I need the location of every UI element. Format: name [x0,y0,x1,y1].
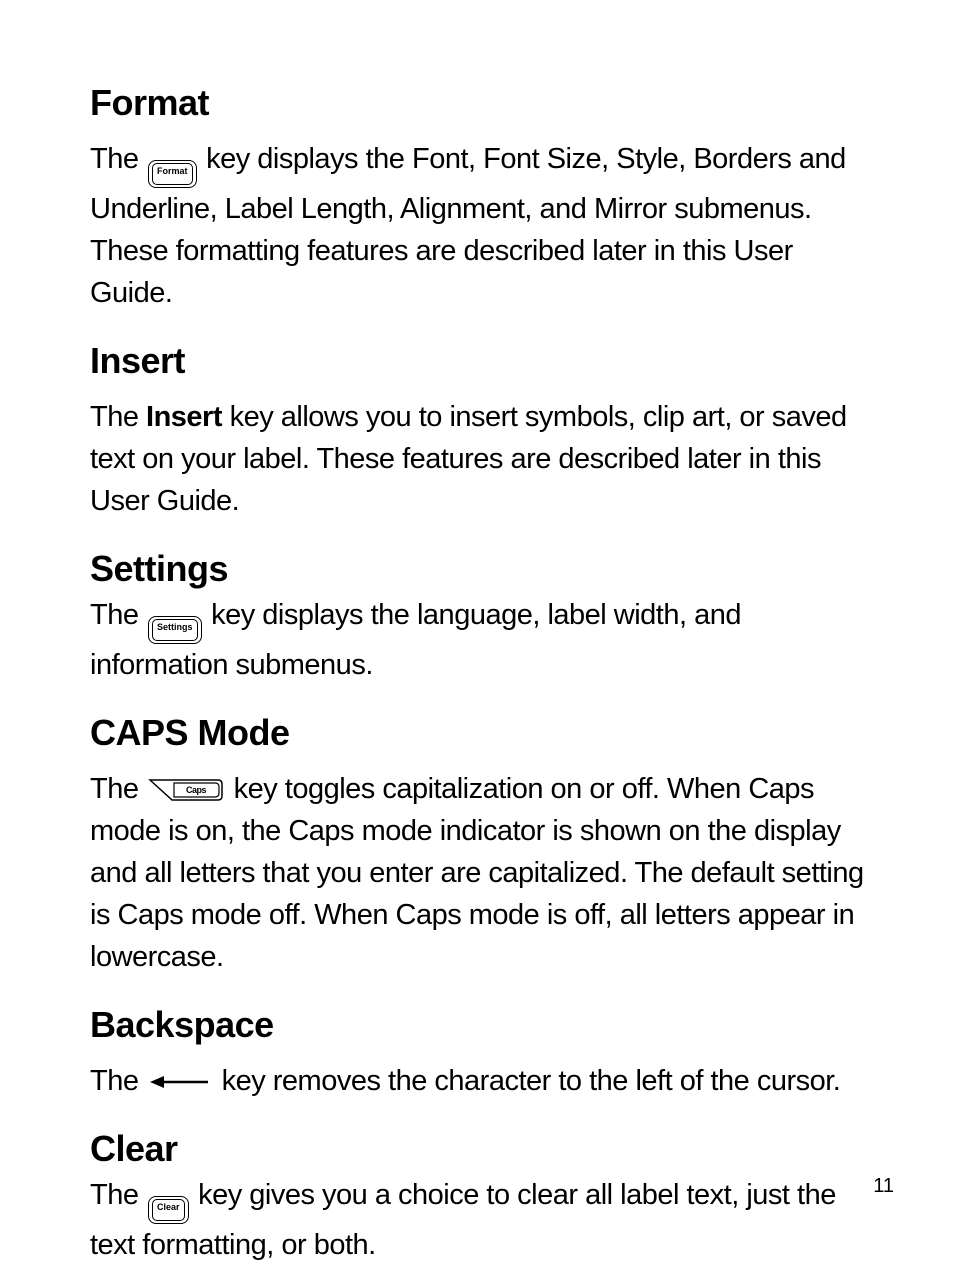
text: The [90,599,146,631]
heading-backspace: Backspace [90,1004,872,1046]
text: key toggles capitalization on or off. Wh… [90,773,864,973]
heading-clear: Clear [90,1128,872,1170]
paragraph-backspace: The key removes the character to the lef… [90,1060,872,1102]
paragraph-format: The Format key displays the Font, Font S… [90,138,872,314]
text: key removes the character to the left of… [214,1065,840,1097]
text: The [90,773,146,805]
settings-key-icon: Settings [148,616,202,644]
caps-key-icon: Caps [148,778,224,802]
svg-text:Caps: Caps [186,785,207,795]
clear-key-icon: Clear [148,1196,189,1224]
heading-format: Format [90,82,872,124]
text: key gives you a choice to clear all labe… [90,1179,836,1261]
paragraph-insert: The Insert key allows you to insert symb… [90,396,872,522]
document-page: Format The Format key displays the Font,… [0,0,954,1246]
text: key displays the Font, Font Size, Style,… [90,143,846,309]
heading-insert: Insert [90,340,872,382]
paragraph-caps: The Caps key toggles capitalization on o… [90,768,872,978]
heading-settings: Settings [90,548,872,590]
insert-bold: Insert [146,401,222,433]
text: The [90,401,146,433]
paragraph-settings: The Settings key displays the language, … [90,594,872,686]
paragraph-clear: The Clear key gives you a choice to clea… [90,1174,872,1266]
page-number: 11 [873,1175,894,1198]
text: The [90,1179,146,1211]
text: The [90,143,146,175]
heading-caps: CAPS Mode [90,712,872,754]
text: The [90,1065,146,1097]
format-key-icon: Format [148,160,197,188]
backspace-arrow-icon [150,1076,210,1088]
